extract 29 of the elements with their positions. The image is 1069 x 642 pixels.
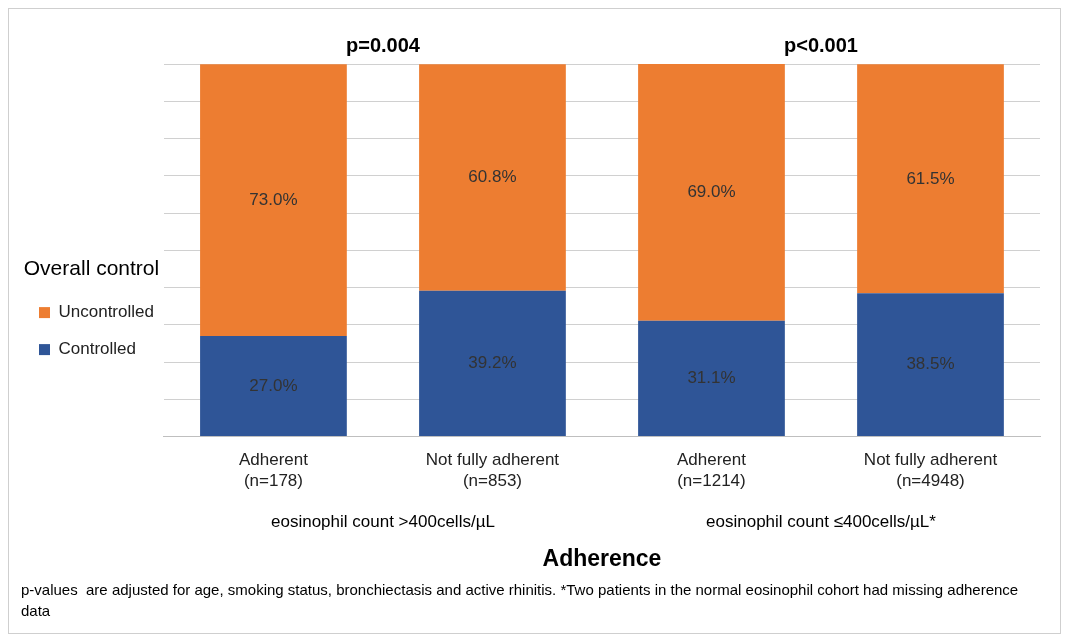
bar (419, 64, 566, 291)
legend-label: Controlled (58, 339, 136, 359)
data-label: 69.0% (687, 182, 736, 202)
text: p=0.004 (345, 34, 421, 56)
bar (419, 290, 566, 437)
x-tick-label: Not fully adherent (n=853) (425, 450, 560, 490)
bar (200, 336, 347, 437)
x-tick-label: Adherent (n=178) (238, 450, 309, 490)
data-label: 38.5% (906, 354, 955, 374)
text: p<0.001 (784, 34, 858, 56)
data-label: 73.0% (249, 189, 298, 209)
data-label: 61.5% (906, 168, 955, 188)
bar (857, 293, 1004, 437)
text: p-values are adjusted for age, smoking status, bronchiectasis and active rhinitis. *Two patients in the normal eosinophil cohort had missing adherence data (21, 581, 1019, 619)
legend-title: Overall control (23, 256, 160, 280)
bar (857, 64, 1004, 294)
x-tick-label: Not fully adherent (n=4948) (863, 450, 998, 490)
data-label: 31.1% (687, 368, 736, 388)
text: eosinophil count >400cells/µL (271, 511, 495, 531)
legend-label: Uncontrolled (58, 302, 154, 322)
x-axis-title: Adherence (542, 544, 662, 571)
bar (638, 64, 785, 321)
bar (638, 320, 785, 437)
text: eosinophil count ≤400cells/µL* (706, 511, 937, 531)
bar (200, 64, 347, 337)
x-tick-label: Adherent (n=1214) (676, 450, 747, 490)
data-label: 60.8% (468, 167, 517, 187)
data-label: 27.0% (249, 375, 298, 395)
data-label: 39.2% (468, 353, 517, 373)
